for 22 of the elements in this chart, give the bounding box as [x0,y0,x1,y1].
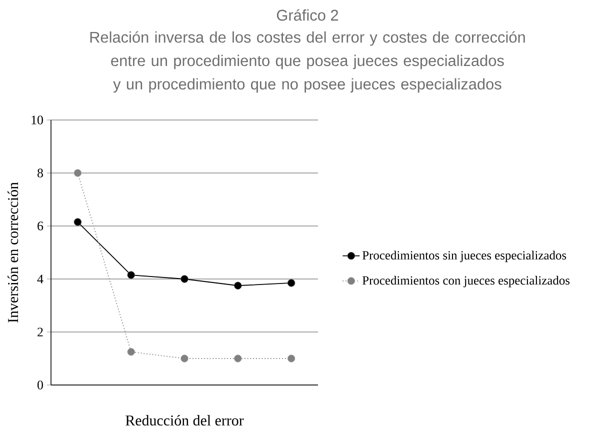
point [287,279,296,287]
x-axis-title: Reducción del error [126,415,244,426]
y-tick-label: 8 [38,168,43,178]
y-tick-label: 10 [32,116,43,124]
y-tick-label: 6 [38,222,44,230]
chart-title: Gráfico 2 [276,9,338,21]
point [234,282,242,290]
y-axis-title: Inversión en corrección [8,182,18,322]
point [287,354,296,362]
chart-subtitle: Relación inversa de los costes del error y costes de corrección entre un procedimiento que posea jueces especializados y un procedimiento que no posee jueces especializados [90,31,525,93]
legend-label: Procedimientos sin jueces especializados [362,250,566,262]
point [127,348,135,356]
y-tick-label: 0 [38,380,43,390]
legend-label: Procedimientos con jueces especializados [362,276,570,288]
point [180,354,188,362]
point [74,218,82,226]
y-tick-label: 2 [38,328,43,336]
point [127,271,135,279]
point [234,354,242,362]
point [180,275,188,283]
y-tick-label: 4 [37,274,44,284]
point [74,169,82,177]
